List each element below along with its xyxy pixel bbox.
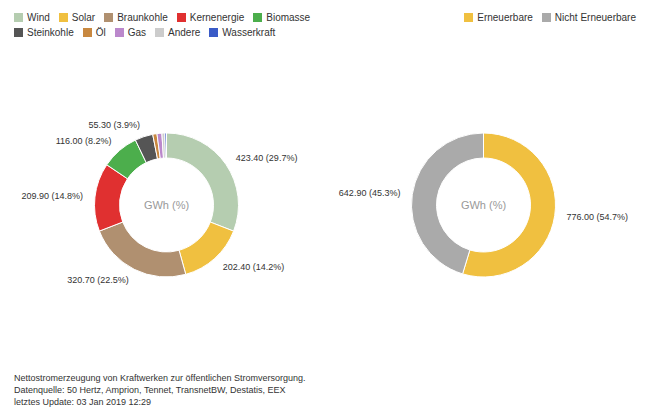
html-text:Kernenergie: Kernenergie [189, 12, 245, 23]
svg-text:642.90 (45.3%): 642.90 (45.3%) [339, 188, 401, 198]
svg-text:116.00 (8.2%): 116.00 (8.2%) [56, 136, 112, 146]
html-text:GWh (%): GWh (%) [460, 199, 507, 211]
html-text:Erneuerbare: Erneuerbare [477, 12, 533, 23]
html-text:Gas: Gas [127, 27, 146, 38]
svg-text:202.40 (14.2%): 202.40 (14.2%) [223, 262, 285, 272]
html-text:letztes Update: 03 Jan 2019 12: letztes Update: 03 Jan 2019 12:29 [14, 397, 152, 407]
html-text:Nicht Erneuerbare: Nicht Erneuerbare [554, 12, 636, 23]
html-text:Braunkohle: Braunkohle [117, 12, 168, 23]
html-text:Steinkohle: Steinkohle [27, 27, 74, 38]
svg-text:423.40 (29.7%): 423.40 (29.7%) [236, 153, 298, 163]
svg-text:55.30 (3.9%): 55.30 (3.9%) [89, 120, 141, 130]
html-text:GWh (%): GWh (%) [143, 199, 190, 211]
html-text:Wasserkraft: Wasserkraft [222, 27, 276, 38]
svg-text:320.70 (22.5%): 320.70 (22.5%) [67, 275, 129, 285]
html-text:Solar: Solar [71, 12, 96, 23]
html-text:Andere: Andere [168, 27, 201, 38]
html-text:Nettostromerzeugung von Kraftw: Nettostromerzeugung von Kraftwerken zur … [14, 373, 306, 383]
html-text:Datenquelle: 50 Hertz, Amprion: Datenquelle: 50 Hertz, Amprion, Tennet, … [14, 385, 286, 395]
svg-text:776.00 (54.7%): 776.00 (54.7%) [567, 212, 629, 222]
html-text:Öl: Öl [95, 27, 106, 38]
html-text:Biomasse: Biomasse [266, 12, 311, 23]
html-text:Wind: Wind [27, 12, 50, 23]
svg-text:209.90 (14.8%): 209.90 (14.8%) [21, 191, 83, 201]
